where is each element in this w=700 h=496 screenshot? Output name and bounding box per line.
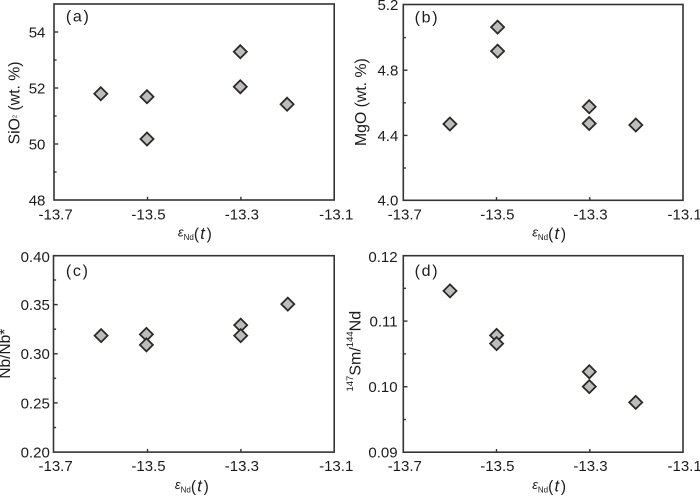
svg-text:48: 48	[29, 192, 46, 209]
svg-text:(b): (b)	[415, 10, 440, 27]
svg-text:4.4: 4.4	[377, 128, 398, 145]
svg-text:-13.7: -13.7	[388, 458, 422, 475]
svg-text:εNd(t): εNd(t)	[178, 225, 212, 243]
svg-text:5.2: 5.2	[377, 0, 398, 14]
svg-text:-13.1: -13.1	[319, 458, 353, 475]
svg-text:0.25: 0.25	[21, 395, 50, 412]
svg-text:εNd(t): εNd(t)	[532, 477, 566, 495]
svg-text:(c): (c)	[66, 263, 90, 280]
svg-text:0.11: 0.11	[370, 313, 398, 330]
svg-text:-13.7: -13.7	[38, 206, 72, 223]
svg-text:-13.7: -13.7	[38, 458, 72, 475]
svg-text:4.0: 4.0	[377, 193, 398, 210]
svg-text:εNd(t): εNd(t)	[175, 477, 209, 495]
svg-text:Nb/Nb*: Nb/Nb*	[0, 329, 14, 379]
svg-text:0.20: 0.20	[21, 444, 50, 461]
svg-text:-13.1: -13.1	[319, 206, 353, 223]
svg-text:147Sm/144Nd: 147Sm/144Nd	[345, 311, 365, 392]
svg-text:-13.3: -13.3	[225, 458, 259, 475]
svg-text:50: 50	[29, 136, 46, 153]
svg-text:(d): (d)	[415, 263, 440, 280]
svg-text:-13.1: -13.1	[667, 206, 700, 223]
svg-text:0.09: 0.09	[368, 445, 397, 462]
svg-text:4.8: 4.8	[377, 63, 398, 80]
svg-text:(a): (a)	[66, 9, 91, 26]
svg-text:0.10: 0.10	[368, 379, 397, 396]
svg-text:-13.3: -13.3	[573, 206, 607, 223]
svg-text:-13.1: -13.1	[667, 458, 700, 475]
svg-text:0.35: 0.35	[21, 297, 50, 314]
svg-text:-13.3: -13.3	[225, 206, 259, 223]
svg-text:-13.3: -13.3	[573, 458, 607, 475]
svg-text:54: 54	[29, 24, 46, 41]
svg-text:0.12: 0.12	[368, 249, 397, 266]
svg-text:-13.5: -13.5	[131, 458, 165, 475]
svg-text:0.30: 0.30	[21, 346, 50, 363]
svg-text:-13.7: -13.7	[388, 206, 422, 223]
svg-text:-13.5: -13.5	[480, 458, 514, 475]
svg-text:εNd(t): εNd(t)	[532, 225, 566, 243]
svg-text:-13.5: -13.5	[480, 206, 514, 223]
svg-text:MgO (wt. %): MgO (wt. %)	[353, 58, 370, 146]
svg-text:52: 52	[29, 80, 46, 97]
svg-text:0.40: 0.40	[21, 249, 50, 266]
svg-text:SiO2 (wt. %): SiO2 (wt. %)	[7, 61, 24, 144]
svg-text:-13.5: -13.5	[131, 206, 165, 223]
